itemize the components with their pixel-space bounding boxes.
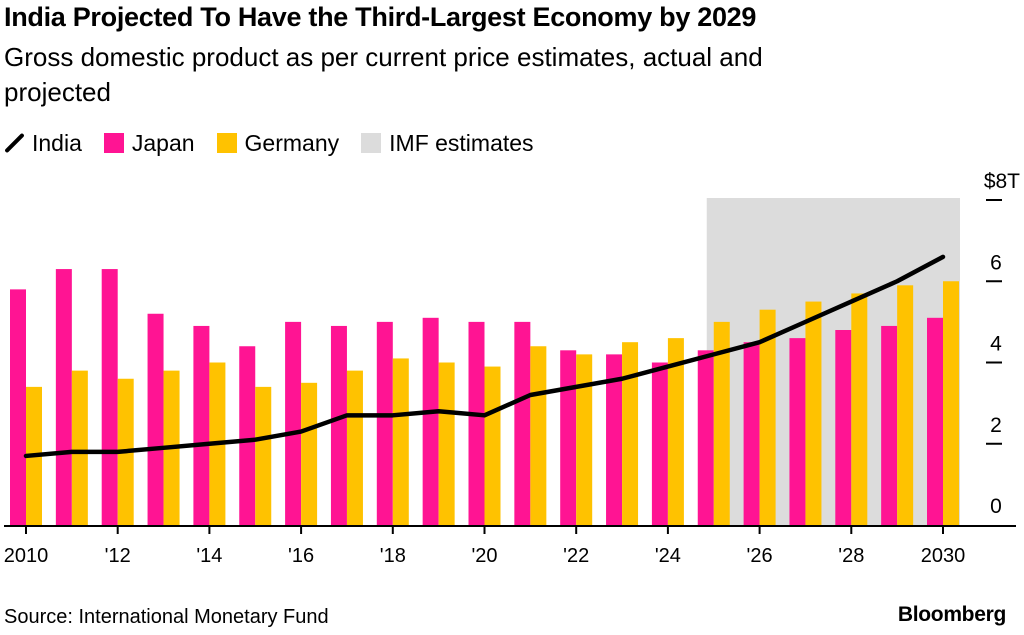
germany-bar [943, 281, 959, 525]
x-tick-label: '18 [380, 545, 406, 567]
germany-bar [851, 293, 868, 525]
india-line-swatch [4, 133, 24, 153]
japan-bar [789, 338, 806, 525]
japan-bar [927, 317, 943, 525]
japan-bar [147, 313, 164, 525]
legend: India Japan Germany IMF estimates [4, 128, 556, 158]
x-tick-label: '20 [471, 545, 497, 567]
japan-bar [55, 269, 72, 525]
japan-bar [651, 362, 668, 525]
y-tick-label: $8T [984, 170, 1020, 193]
legend-item-japan: Japan [103, 129, 195, 157]
germany-bar [576, 354, 593, 525]
germany-bar [301, 382, 318, 525]
germany-bar [484, 366, 501, 525]
japan-bar [881, 325, 898, 525]
legend-item-germany: Germany [216, 129, 340, 157]
y-tick-label: 4 [990, 333, 1002, 356]
japan-bar [285, 321, 302, 525]
japan-bar [422, 317, 439, 525]
bloomberg-logo: Bloomberg [897, 603, 1006, 626]
legend-item-imf: IMF estimates [361, 129, 534, 157]
japan-bar [697, 350, 714, 525]
germany-bar [897, 285, 914, 525]
japan-bar [514, 321, 531, 525]
x-tick-label: '24 [655, 545, 681, 567]
japan-bar [468, 321, 485, 525]
chart-title: India Projected To Have the Third-Larges… [4, 2, 757, 32]
chart-subtitle: Gross domestic product as per current pr… [4, 42, 763, 107]
y-tick-label: 6 [990, 251, 1002, 274]
germany-bar [759, 309, 776, 525]
germany-bar [392, 358, 409, 525]
gdp-chart: 2010 '12 '14 '16 '18 '20 '22 '24 '26 '28 2030 0 2 4 6 $… [4, 170, 1020, 567]
japan-bar [10, 289, 26, 525]
germany-bar [438, 362, 455, 525]
germany-bar [805, 301, 822, 525]
legend-label-japan: Japan [131, 129, 195, 156]
japan-bar [193, 325, 210, 525]
india-line [23, 254, 946, 459]
imf-swatch [361, 133, 382, 153]
germany-bar [622, 342, 639, 525]
x-tick-label: '22 [563, 545, 589, 567]
japan-bar [239, 346, 256, 525]
japan-bar [330, 325, 347, 525]
japan-bar [835, 330, 852, 525]
y-tick-label: 0 [990, 495, 1002, 518]
germany-bar [530, 346, 547, 525]
x-tick-label: '16 [288, 545, 314, 567]
x-tick-label: '26 [747, 545, 773, 567]
germany-bar [346, 370, 363, 525]
germany-bar [255, 386, 272, 525]
y-tick-label: 2 [990, 414, 1002, 437]
germany-bar [71, 370, 88, 525]
source-note: Source: International Monetary Fund [4, 606, 329, 628]
germany-swatch [216, 133, 237, 153]
legend-label-germany: Germany [244, 129, 340, 156]
japan-bar [743, 342, 760, 525]
x-tick-label: '14 [196, 545, 222, 567]
x-tick-label: 2030 [921, 545, 966, 567]
legend-label-india: India [32, 129, 82, 156]
germany-bar [667, 338, 684, 525]
germany-bar [713, 321, 730, 525]
legend-item-india: India [4, 130, 82, 157]
legend-label-imf: IMF estimates [389, 129, 534, 156]
x-tick-label: '12 [105, 545, 131, 567]
japan-bar [376, 321, 393, 525]
japan-swatch [103, 133, 124, 153]
x-tick-label: '28 [838, 545, 864, 567]
x-tick-label: 2010 [4, 545, 49, 567]
japan-bar [560, 350, 577, 525]
japan-bar [101, 269, 118, 525]
japan-bar [606, 354, 623, 525]
